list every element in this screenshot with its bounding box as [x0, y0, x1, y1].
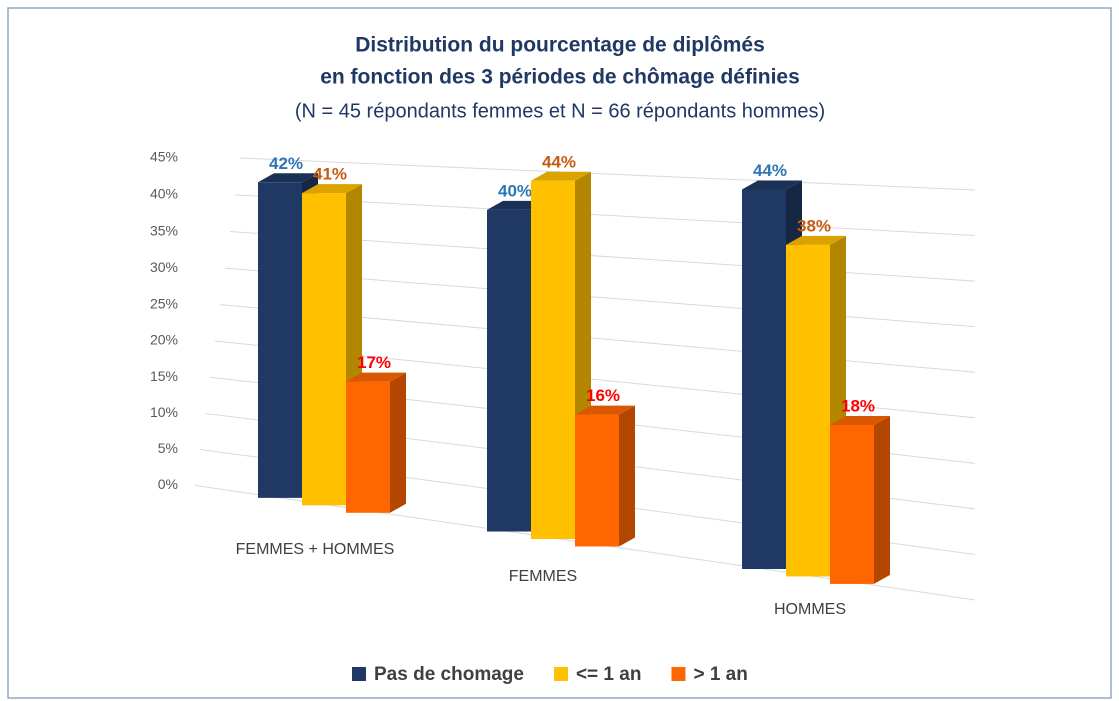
bar-top	[531, 171, 591, 181]
y-tick-label: 10%	[150, 404, 178, 420]
y-tick-label: 40%	[150, 186, 178, 202]
chart-subtitle: (N = 45 répondants femmes et N = 66 répo…	[295, 100, 825, 122]
data-label: 42%	[269, 154, 303, 173]
data-label: 44%	[753, 161, 787, 180]
bar	[346, 372, 406, 513]
legend-label: > 1 an	[693, 664, 747, 685]
data-label: 38%	[797, 216, 831, 235]
data-label: 18%	[841, 396, 875, 415]
x-tick-label: HOMMES	[774, 601, 846, 618]
x-tick-label: FEMMES	[509, 568, 577, 585]
bar-front	[487, 209, 531, 532]
bar-top	[575, 405, 635, 415]
y-tick-label: 45%	[150, 149, 178, 165]
bar-front	[575, 414, 619, 547]
y-tick-label: 25%	[150, 295, 178, 311]
y-tick-label: 5%	[158, 440, 178, 456]
legend-label: <= 1 an	[576, 664, 642, 685]
bar-side	[874, 416, 890, 584]
bar-top	[830, 416, 890, 426]
bar-top	[786, 235, 846, 245]
bar-front	[531, 180, 575, 539]
data-label: 17%	[357, 353, 391, 372]
bar-front	[742, 189, 786, 569]
legend-swatch	[553, 667, 568, 681]
bar-top	[346, 372, 406, 382]
bar-front	[302, 193, 346, 506]
bar	[830, 416, 890, 584]
bar-side	[390, 372, 406, 513]
legend-label: Pas de chomage	[374, 664, 524, 685]
bar-front	[786, 244, 830, 577]
y-tick-label: 30%	[150, 259, 178, 275]
chart-title: Distribution du pourcentage de diplômés	[355, 34, 765, 57]
grid-line	[239, 157, 976, 191]
y-tick-label: 20%	[150, 332, 178, 348]
chart-title: en fonction des 3 périodes de chômage dé…	[320, 66, 800, 89]
data-label: 40%	[498, 181, 532, 200]
legend-swatch	[352, 667, 366, 681]
data-label: 44%	[542, 152, 576, 171]
bar	[575, 405, 635, 547]
data-label: 16%	[586, 386, 620, 405]
y-tick-label: 35%	[150, 222, 178, 238]
y-tick-label: 0%	[158, 476, 178, 492]
bar-front	[258, 182, 302, 498]
bar-side	[619, 405, 635, 547]
legend-swatch	[671, 667, 686, 681]
bar-front	[346, 381, 390, 513]
data-label: 41%	[313, 165, 347, 184]
bar-front	[830, 425, 874, 584]
bar-top	[302, 184, 362, 194]
y-tick-label: 15%	[150, 368, 178, 384]
bar-top	[742, 180, 802, 190]
bar-top	[258, 173, 318, 183]
x-tick-label: FEMMES + HOMMES	[236, 541, 395, 558]
